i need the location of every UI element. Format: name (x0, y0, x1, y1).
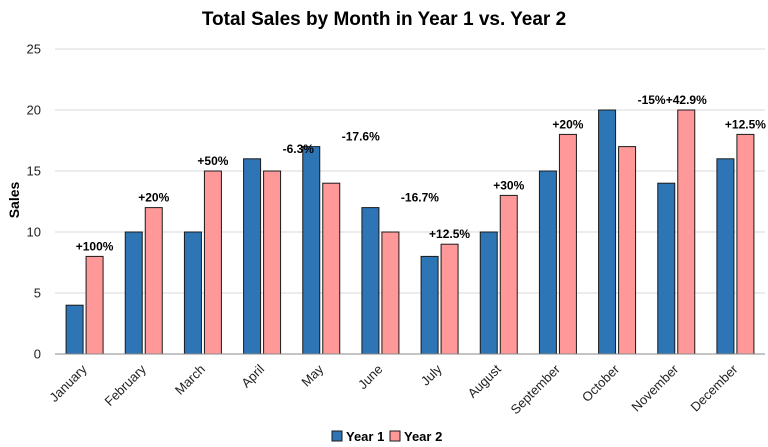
bar-year1-february (124, 231, 143, 355)
bar-year2-december (736, 133, 755, 355)
legend-swatch-year2 (389, 430, 401, 442)
x-tick-label: January (46, 361, 90, 405)
bar-year1-november (657, 182, 676, 355)
x-axis-ticks: January February March April May June July Augu… (46, 361, 741, 417)
y-tick-label: 20 (27, 103, 41, 118)
legend-label-year2: Year 2 (404, 429, 442, 444)
x-tick-label: November (628, 361, 681, 414)
pct-change-label: -15% (638, 93, 666, 107)
x-tick-label: December (688, 361, 741, 414)
bar-year2-july (440, 243, 459, 355)
y-axis-ticks: 0 5 10 15 20 25 (27, 42, 41, 362)
bar-year2-january (85, 255, 104, 355)
legend-label-year1: Year 1 (346, 429, 384, 444)
x-tick-label: September (507, 361, 563, 417)
x-tick-label: June (355, 362, 386, 393)
bar-year2-november (677, 109, 696, 355)
pct-change-label: +12.5% (725, 117, 766, 131)
bar-year1-june (361, 207, 380, 355)
bar-year1-january (65, 304, 84, 355)
bar-year1-december (716, 158, 735, 355)
x-tick-label: August (465, 361, 504, 400)
pct-change-label: +12.5% (429, 227, 470, 241)
bar-year1-march (183, 231, 202, 355)
x-tick-label: May (298, 361, 326, 389)
pct-change-label: +50% (197, 154, 228, 168)
x-tick-label: February (101, 361, 149, 409)
pct-change-label: -6.3% (283, 142, 315, 156)
pct-change-label: -17.6% (342, 130, 380, 144)
legend-item-year2: Year 2 (389, 429, 442, 444)
pct-change-label: +20% (138, 191, 169, 205)
bar-year1-july (420, 255, 439, 355)
bar-year1-september (538, 170, 557, 355)
bar-year2-april (263, 170, 282, 355)
x-tick-label: April (238, 361, 267, 390)
gridlines (55, 48, 765, 294)
bar-year2-may (322, 182, 341, 355)
legend-swatch-year1 (331, 430, 343, 442)
y-tick-label: 0 (34, 347, 41, 362)
bar-year1-april (243, 158, 262, 355)
y-tick-label: 10 (27, 225, 41, 240)
pct-change-label: +42.9% (666, 93, 707, 107)
y-axis-label: Sales (6, 181, 22, 218)
x-tick-label: July (418, 361, 445, 388)
chart-title: Total Sales by Month in Year 1 vs. Year … (202, 9, 566, 30)
pct-change-label: -16.7% (401, 191, 439, 205)
bar-year1-august (479, 231, 498, 355)
bar-year2-march (203, 170, 222, 355)
data-labels: +100% +20% +50% -6.3% -17.6% -16.7% +12.5% +30%… (76, 93, 767, 253)
legend-item-year1: Year 1 (331, 429, 384, 444)
bar-year2-september (558, 133, 577, 355)
bar-year2-october (618, 146, 637, 355)
pct-change-label: +20% (552, 117, 583, 131)
bar-year1-october (598, 109, 617, 355)
pct-change-label: +100% (76, 239, 114, 253)
x-tick-label: October (579, 361, 623, 405)
y-tick-label: 5 (34, 286, 41, 301)
bar-year1-may (302, 146, 321, 355)
pct-change-label: +30% (493, 178, 524, 192)
bar-year2-june (381, 231, 400, 355)
bar-year2-february (144, 207, 163, 355)
y-tick-label: 25 (27, 42, 41, 57)
legend: Year 1 Year 2 (331, 429, 442, 444)
x-tick-label: March (172, 362, 208, 398)
bar-year2-august (499, 194, 518, 355)
y-tick-label: 15 (27, 164, 41, 179)
